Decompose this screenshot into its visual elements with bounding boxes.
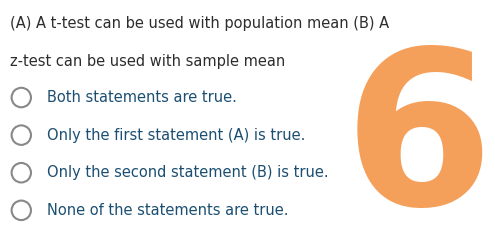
Text: Both statements are true.: Both statements are true.	[47, 90, 237, 105]
Text: (A) A t-test can be used with population mean (B) A: (A) A t-test can be used with population…	[10, 16, 389, 31]
Text: None of the statements are true.: None of the statements are true.	[47, 203, 289, 218]
Text: Only the first statement (A) is true.: Only the first statement (A) is true.	[47, 128, 305, 143]
Text: 6: 6	[344, 41, 493, 235]
Text: z-test can be used with sample mean: z-test can be used with sample mean	[10, 54, 285, 69]
Text: Only the second statement (B) is true.: Only the second statement (B) is true.	[47, 165, 329, 180]
